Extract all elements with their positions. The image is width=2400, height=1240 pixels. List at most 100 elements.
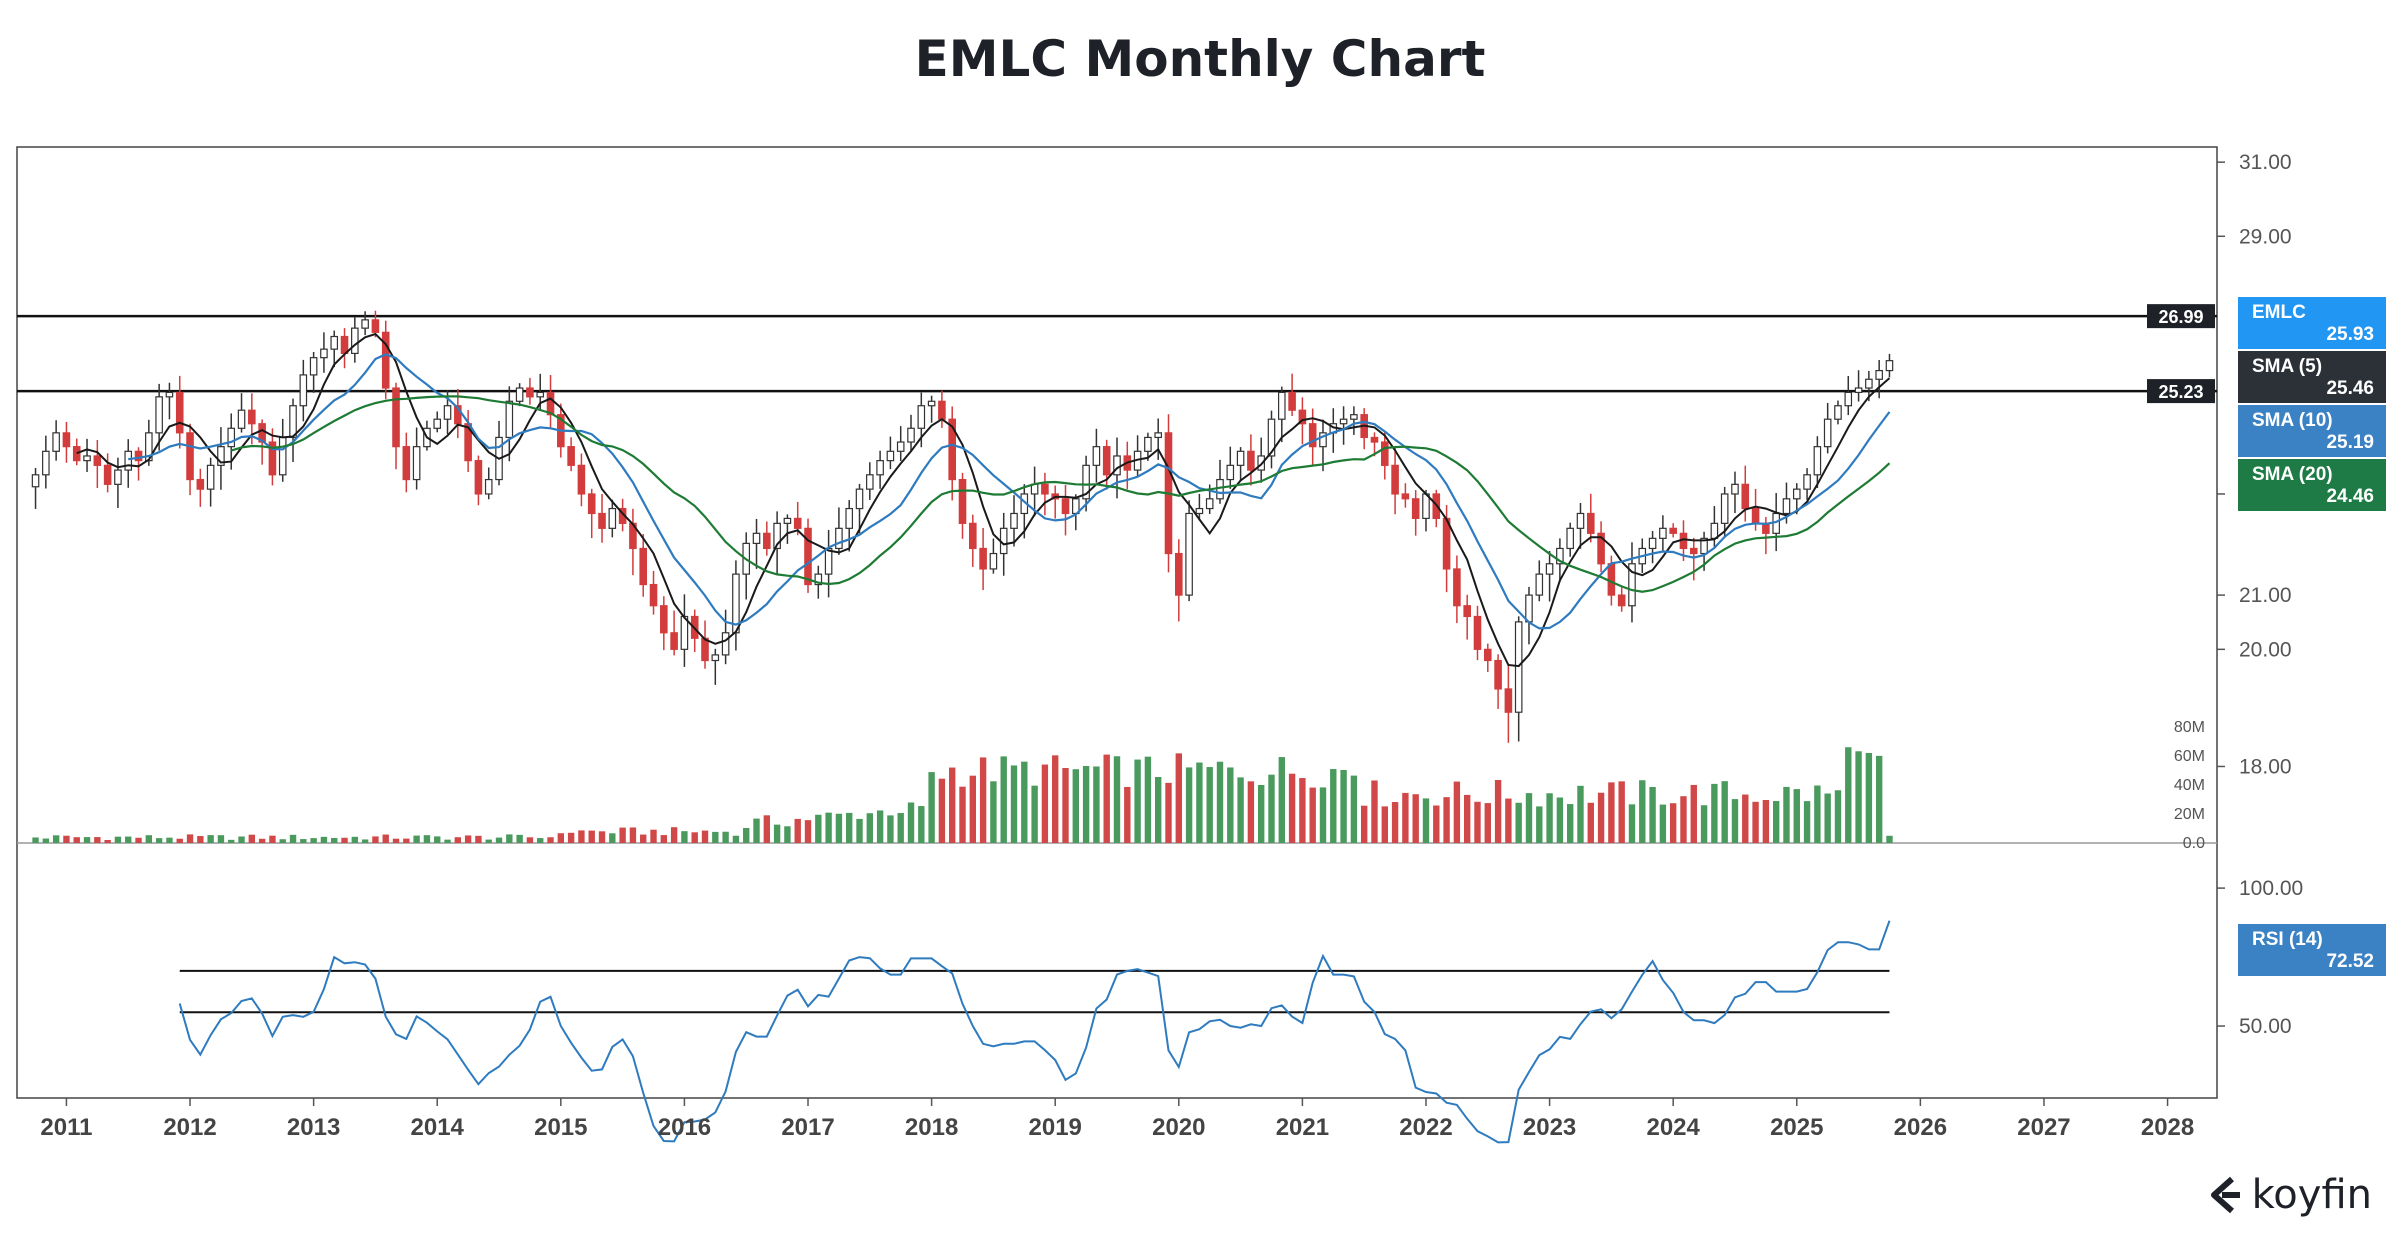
candle-body bbox=[484, 478, 493, 495]
volume-bar bbox=[537, 838, 544, 843]
volume-bar bbox=[722, 831, 729, 843]
volume-bar bbox=[588, 830, 595, 843]
candle-body bbox=[1350, 414, 1358, 420]
volume-bar bbox=[1268, 774, 1275, 843]
volume-bar bbox=[1546, 793, 1553, 843]
volume-bar bbox=[1330, 769, 1337, 843]
volume-bar bbox=[763, 815, 771, 843]
x-tick-label: 2011 bbox=[40, 1114, 92, 1141]
volume-bar bbox=[743, 828, 750, 843]
legend-series-value: 25.93 bbox=[2326, 324, 2374, 345]
volume-bar bbox=[1721, 781, 1728, 843]
volume-bar bbox=[444, 839, 451, 843]
x-tick-label: 2015 bbox=[534, 1114, 587, 1141]
volume-bar bbox=[1196, 762, 1203, 843]
candle-body bbox=[1865, 378, 1873, 389]
koyfin-logo-icon bbox=[2210, 1176, 2240, 1214]
candle-body bbox=[814, 573, 823, 586]
volume-bar bbox=[969, 775, 976, 843]
candle-body bbox=[793, 517, 802, 529]
price-tick-label: 21.00 bbox=[2239, 584, 2292, 607]
volume-bar bbox=[1062, 767, 1069, 843]
volume-tick-label: 80M bbox=[2174, 719, 2205, 736]
volume-bar bbox=[1772, 801, 1780, 843]
x-tick-label: 2018 bbox=[905, 1114, 958, 1141]
volume-bar bbox=[928, 772, 935, 843]
volume-bar bbox=[1484, 803, 1491, 843]
volume-bar bbox=[279, 839, 286, 843]
candle-body bbox=[1483, 648, 1492, 662]
volume-bar bbox=[166, 837, 173, 843]
candle-body bbox=[62, 432, 71, 448]
volume-bar bbox=[125, 836, 132, 843]
candle-body bbox=[1875, 369, 1883, 380]
volume-bar bbox=[1144, 756, 1152, 843]
candle-body bbox=[1813, 446, 1822, 476]
candle-body bbox=[670, 632, 678, 650]
volume-bar bbox=[1742, 794, 1749, 843]
volume-bar bbox=[1391, 802, 1399, 843]
candle-body bbox=[351, 327, 359, 355]
x-tick-label: 2022 bbox=[1399, 1114, 1452, 1141]
candle-body bbox=[371, 319, 380, 333]
volume-bar bbox=[464, 835, 472, 843]
volume-bar bbox=[1134, 759, 1141, 843]
volume-bar bbox=[1597, 792, 1605, 843]
candle-body bbox=[649, 583, 658, 607]
volume-bar bbox=[495, 837, 503, 843]
candle-body bbox=[598, 512, 606, 529]
volume-bar bbox=[217, 835, 225, 843]
volume-bar bbox=[804, 820, 812, 843]
volume-bar bbox=[1237, 777, 1244, 843]
candle-body bbox=[855, 488, 864, 510]
volume-bar bbox=[1536, 806, 1543, 843]
candle-body bbox=[577, 464, 586, 495]
candle-body bbox=[1473, 615, 1482, 650]
candle-body bbox=[587, 493, 596, 515]
price-tick-label: 18.00 bbox=[2239, 755, 2292, 778]
volume-bar bbox=[846, 812, 853, 843]
volume-bar bbox=[83, 837, 91, 843]
volume-bar bbox=[1752, 801, 1759, 843]
volume-bar bbox=[794, 818, 801, 843]
candle-body bbox=[83, 455, 91, 462]
volume-bar bbox=[186, 834, 194, 843]
volume-bar bbox=[1031, 785, 1038, 843]
candle-body bbox=[72, 446, 81, 462]
volume-bar bbox=[1680, 796, 1687, 843]
volume-bar bbox=[1587, 802, 1594, 843]
volume-bar bbox=[94, 837, 101, 843]
sma-line-20 bbox=[230, 395, 1891, 593]
volume-bar bbox=[1288, 773, 1296, 843]
candle-body bbox=[938, 400, 946, 420]
candle-body bbox=[1391, 464, 1399, 495]
volume-bar bbox=[238, 836, 245, 843]
volume-bar bbox=[1783, 786, 1790, 843]
candle-body bbox=[278, 436, 287, 476]
legend-series-name: EMLC bbox=[2252, 302, 2306, 323]
legend-series-value: 72.52 bbox=[2326, 951, 2374, 972]
volume-bar bbox=[341, 837, 348, 843]
candle-body bbox=[886, 450, 895, 462]
x-tick-label: 2023 bbox=[1523, 1114, 1576, 1141]
candle-body bbox=[443, 405, 452, 420]
candle-body bbox=[752, 532, 761, 544]
volume-bar bbox=[1814, 785, 1821, 843]
volume-bar bbox=[670, 827, 678, 843]
candle-body bbox=[876, 460, 884, 476]
candle-body bbox=[227, 427, 236, 448]
candle-body bbox=[1576, 512, 1585, 529]
volume-bar bbox=[197, 835, 204, 843]
volume-bar bbox=[949, 767, 956, 843]
chart-title: EMLC Monthly Chart bbox=[914, 30, 1486, 88]
candle-body bbox=[320, 348, 328, 359]
volume-bar bbox=[640, 834, 647, 843]
candle-body bbox=[660, 605, 668, 634]
candle-body bbox=[1463, 605, 1471, 618]
volume-bar bbox=[1124, 786, 1131, 843]
volume-bar bbox=[1155, 776, 1162, 843]
candle-body bbox=[1041, 483, 1049, 495]
volume-bar bbox=[1360, 805, 1368, 843]
volume-bar bbox=[52, 835, 60, 843]
